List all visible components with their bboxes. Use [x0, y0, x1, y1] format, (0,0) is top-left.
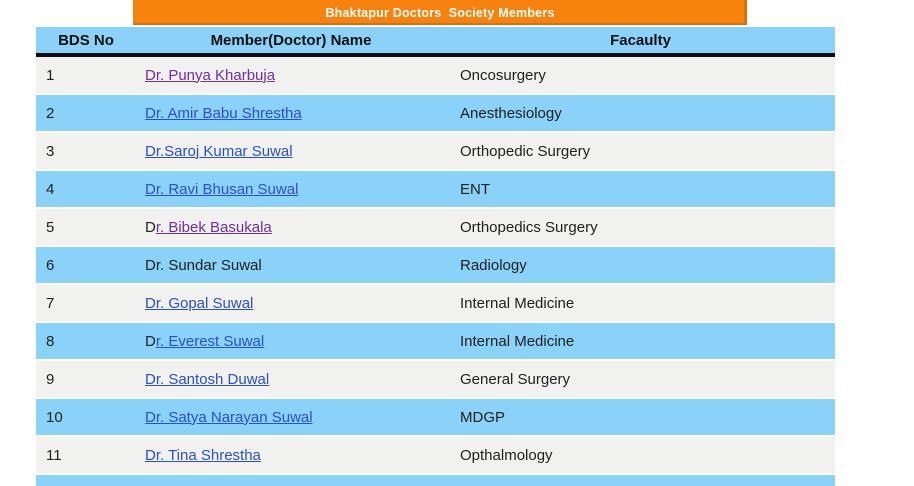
header-divider: [36, 53, 835, 57]
bds-no-cell: 8: [46, 332, 55, 350]
member-name-link[interactable]: r. Bibek Basukala: [155, 218, 272, 236]
bds-no-cell: 2: [46, 104, 55, 122]
title-banner: Bhaktapur Doctors Society Members: [133, 0, 747, 25]
bds-no-cell: 4: [46, 180, 55, 198]
member-name-cell: Dr. Gopal Suwal: [136, 295, 446, 312]
bds-no-cell: 10: [46, 408, 63, 426]
faculty-cell: MDGP: [460, 408, 505, 426]
faculty-cell: Orthopedics Surgery: [460, 218, 598, 236]
member-name-cell: Dr. Ravi Bhusan Suwal: [136, 181, 446, 198]
bds-no-cell: 3: [46, 142, 55, 160]
member-name-cell: Dr. Santosh Duwal: [136, 371, 446, 388]
table-row: 2 Dr. Amir Babu Shrestha Anesthesiology: [36, 95, 835, 131]
member-name-link[interactable]: Dr. Tina Shrestha: [145, 446, 261, 464]
column-header-faculty: Facaulty: [610, 31, 671, 49]
table-row: 1 Dr. Punya Kharbuja Oncosurgery: [36, 57, 835, 93]
member-name-cell: Dr. Tina Shrestha: [136, 447, 446, 464]
bds-no-cell: 11: [46, 446, 62, 464]
bds-no-cell: 5: [46, 218, 55, 236]
bds-no-cell: 7: [46, 294, 55, 312]
member-name-cell: Dr. Everest Suwal: [136, 333, 446, 350]
page-title: Bhaktapur Doctors Society Members: [325, 5, 555, 20]
member-name-link[interactable]: Dr.Saroj Kumar Suwal: [145, 142, 293, 160]
table-row: 8 Dr. Everest Suwal Internal Medicine: [36, 323, 835, 359]
bds-no-cell: 9: [46, 370, 55, 388]
member-name-cell: Dr. Bibek Basukala: [136, 219, 446, 236]
table-body: 1 Dr. Punya Kharbuja Oncosurgery 2 Dr. Amir …: [36, 57, 835, 473]
member-name-link[interactable]: Dr. Gopal Suwal: [145, 294, 254, 312]
faculty-cell: General Surgery: [460, 370, 571, 388]
faculty-cell: Opthalmology: [460, 446, 553, 464]
table-row: 10 Dr. Satya Narayan Suwal MDGP: [36, 399, 835, 435]
member-name-link[interactable]: Dr. Satya Narayan Suwal: [145, 408, 313, 426]
table-row-partial: [36, 475, 835, 486]
member-name-cell: Dr. Amir Babu Shrestha: [136, 105, 446, 122]
faculty-cell: Internal Medicine: [460, 332, 575, 350]
table-row: 5 Dr. Bibek Basukala Orthopedics Surgery: [36, 209, 835, 245]
table-row: 4 Dr. Ravi Bhusan Suwal ENT: [36, 171, 835, 207]
member-name-link[interactable]: Dr. Santosh Duwal: [145, 370, 270, 388]
faculty-cell: Orthopedic Surgery: [460, 142, 591, 160]
table-row: 6 Dr. Sundar Suwal Radiology: [36, 247, 835, 283]
member-name-link[interactable]: Dr. Punya Kharbuja: [145, 66, 276, 84]
faculty-cell: Internal Medicine: [460, 294, 575, 312]
member-name-prefix: D: [145, 332, 156, 350]
table-header-row: BDS No Member(Doctor) Name Facaulty: [36, 27, 835, 53]
table-row: 11 Dr. Tina Shrestha Opthalmology: [36, 437, 835, 473]
member-name-cell: Dr.Saroj Kumar Suwal: [136, 143, 446, 160]
members-table: BDS No Member(Doctor) Name Facaulty 1 Dr.…: [36, 27, 835, 486]
faculty-cell: Anesthesiology: [460, 104, 562, 122]
member-name-link[interactable]: Dr. Amir Babu Shrestha: [145, 104, 302, 122]
table-row: 7 Dr. Gopal Suwal Internal Medicine: [36, 285, 835, 321]
member-name-cell: Dr. Sundar Suwal: [136, 257, 446, 274]
member-name-cell: Dr. Punya Kharbuja: [136, 67, 446, 84]
faculty-cell: Radiology: [460, 256, 527, 274]
member-name-cell: Dr. Satya Narayan Suwal: [136, 409, 446, 426]
column-header-bds-no: BDS No: [58, 31, 114, 49]
member-name-prefix: D: [145, 218, 156, 236]
bds-no-cell: 1: [46, 66, 55, 84]
member-name-text: Dr. Sundar Suwal: [145, 256, 262, 274]
bds-no-cell: 6: [46, 256, 55, 274]
table-row: 9 Dr. Santosh Duwal General Surgery: [36, 361, 835, 397]
table-row: 3 Dr.Saroj Kumar Suwal Orthopedic Surgery: [36, 133, 835, 169]
column-header-member: Member(Doctor) Name: [210, 31, 372, 49]
faculty-cell: Oncosurgery: [460, 66, 546, 84]
member-name-link[interactable]: r. Everest Suwal: [155, 332, 265, 350]
member-name-link[interactable]: Dr. Ravi Bhusan Suwal: [145, 180, 299, 198]
faculty-cell: ENT: [460, 180, 490, 198]
